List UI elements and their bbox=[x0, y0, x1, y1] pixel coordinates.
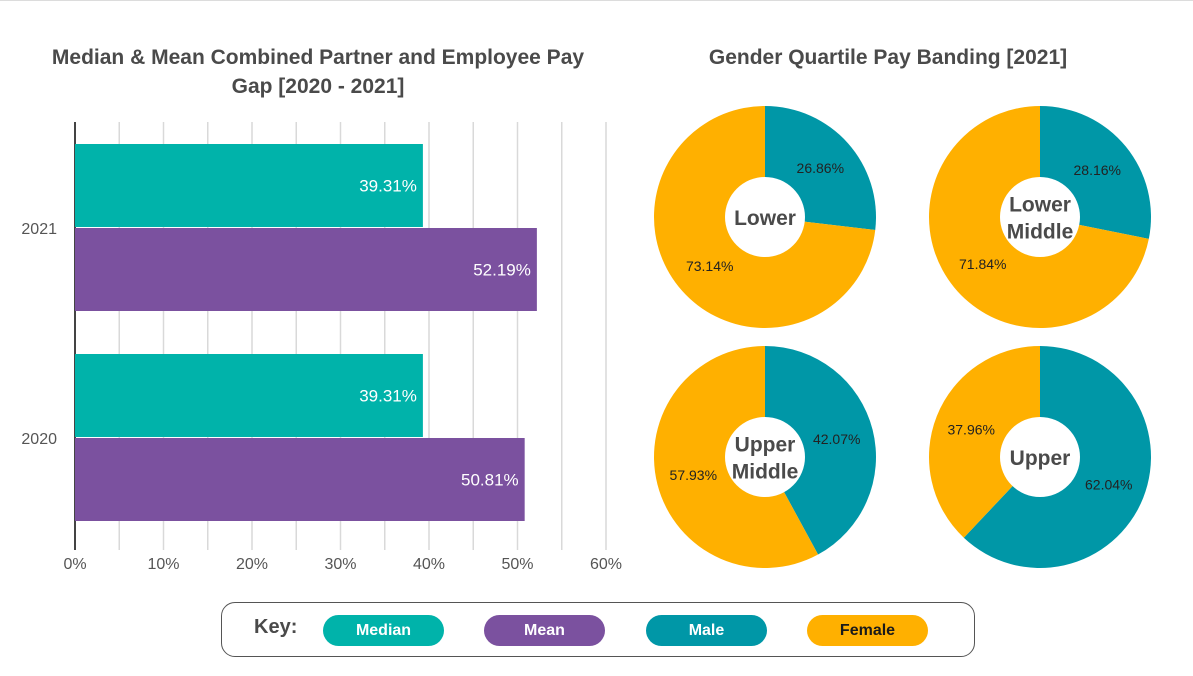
x-tick-label: 20% bbox=[236, 556, 268, 573]
bar-value-label: 39.31% bbox=[359, 387, 417, 406]
x-tick-label: 30% bbox=[324, 556, 356, 573]
donut-center-label: Lower bbox=[1009, 194, 1071, 217]
donut-female-value: 37.96% bbox=[947, 422, 994, 438]
bar-mean-2020 bbox=[75, 438, 525, 521]
key-male-pill: Male bbox=[646, 615, 767, 646]
donut-upper-female-slice bbox=[928, 346, 1040, 538]
y-category-label: 2020 bbox=[21, 431, 57, 448]
donut-upper-middle-male-slice bbox=[765, 346, 876, 555]
donut-center-label: Upper bbox=[735, 434, 796, 457]
x-tick-label: 10% bbox=[147, 556, 179, 573]
donut-charts-title: Gender Quartile Pay Banding [2021] bbox=[708, 46, 1068, 69]
donut-male-value: 26.86% bbox=[797, 160, 844, 176]
donut-male-value: 42.07% bbox=[813, 431, 860, 447]
bar-value-label: 50.81% bbox=[461, 471, 519, 490]
bar-median-2020 bbox=[75, 354, 423, 437]
legend-key: Key: Median Mean Male Female bbox=[221, 602, 975, 657]
bar-chart: 0% 10% 20% 30% 40% 50% 60% 39.31% 52.19% 2021 39.3… bbox=[21, 122, 622, 573]
x-tick-label: 0% bbox=[63, 556, 86, 573]
donut-female-value: 71.84% bbox=[959, 256, 1006, 272]
key-mean-pill: Mean bbox=[484, 615, 605, 646]
x-tick-label: 50% bbox=[501, 556, 533, 573]
donut-hole bbox=[1000, 177, 1080, 257]
donut-center-label: Lower bbox=[734, 207, 796, 230]
donut-center-label: Middle bbox=[732, 461, 799, 484]
donut-female-value: 73.14% bbox=[686, 258, 733, 274]
donut-male-value: 62.04% bbox=[1085, 476, 1132, 492]
key-title: Key: bbox=[254, 616, 298, 638]
bar-median-2021 bbox=[75, 144, 423, 227]
donut-center-label: Upper bbox=[1010, 447, 1071, 470]
bar-chart-title: Median & Mean Combined Partner and Emplo… bbox=[51, 46, 585, 98]
donut-hole bbox=[725, 417, 805, 497]
x-tick-label: 60% bbox=[590, 556, 622, 573]
donut-center-label: Middle bbox=[1007, 221, 1074, 244]
bar-value-label: 52.19% bbox=[473, 261, 531, 280]
bar-value-label: 39.31% bbox=[359, 177, 417, 196]
key-median-pill: Median bbox=[323, 615, 444, 646]
donut-female-value: 57.93% bbox=[670, 467, 717, 483]
donut-charts: Lower 26.86% 73.14% Lower Middle 28.16% 71.84%… bbox=[653, 106, 1151, 568]
donut-male-value: 28.16% bbox=[1074, 162, 1121, 178]
donut-hole bbox=[1000, 417, 1080, 497]
y-category-label: 2021 bbox=[21, 221, 57, 238]
key-female-pill: Female bbox=[807, 615, 928, 646]
donut-hole bbox=[725, 177, 805, 257]
x-tick-label: 40% bbox=[413, 556, 445, 573]
bar-mean-2021 bbox=[75, 228, 537, 311]
